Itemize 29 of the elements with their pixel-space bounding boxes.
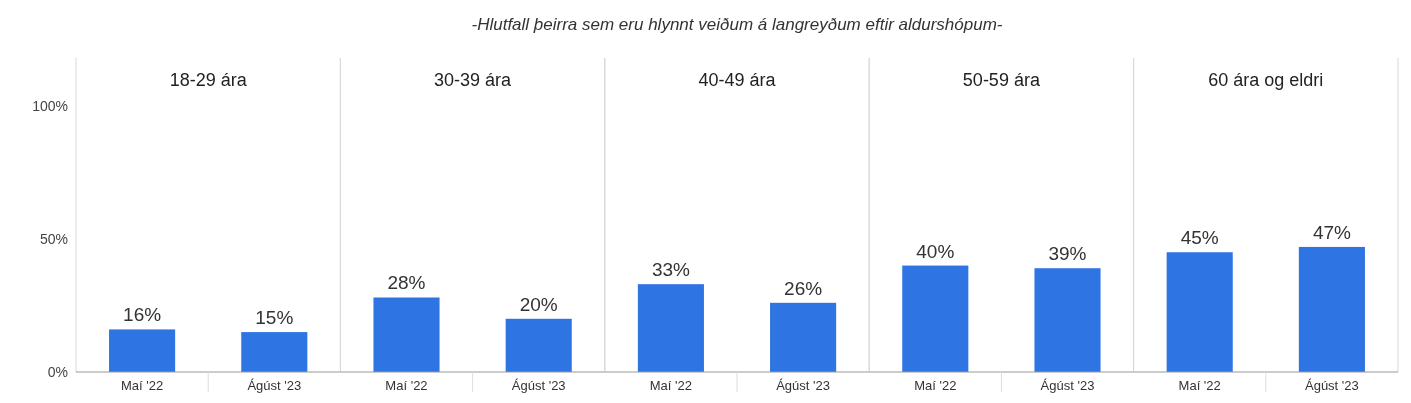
data-label: 28% [387,272,426,294]
data-label: 15% [255,307,294,329]
data-label: 39% [1048,243,1087,265]
y-tick-label: 50% [39,230,68,247]
x-tick-label: Ágúst '23 [511,378,566,393]
data-label: 26% [784,277,823,299]
text: -Hlutfall þeirra sem eru hlynnt veiðum á langreyðum eftir aldurshópum- [471,15,1003,34]
x-tick-label: Maí '22 [385,378,428,393]
y-tick-label: 100% [32,97,68,114]
data-label: 47% [1312,221,1352,243]
x-tick-label: Maí '22 [914,378,957,393]
x-tick-label: Ágúst '23 [1305,378,1359,393]
data-label: 20% [519,293,558,315]
text: 30-39 ára [434,70,513,90]
data-label: 40% [916,240,955,262]
y-tick-label: 0% [47,364,68,380]
data-label: 33% [651,259,691,281]
text: 18-29 ára [169,70,248,90]
text: 60 ára og eldri [1208,70,1324,90]
x-tick-label: Maí '22 [120,378,164,393]
data-label: 16% [123,304,162,326]
x-tick-label: Ágúst '23 [247,378,302,393]
x-tick-label: Ágúst '23 [776,378,830,393]
x-tick-label: Ágúst '23 [1040,378,1095,393]
data-label: 45% [1180,227,1219,249]
text: 40-49 ára [698,70,777,90]
x-tick-label: Maí '22 [1178,378,1221,393]
x-tick-label: Maí '22 [649,378,693,393]
text: 50-59 ára [962,70,1041,90]
